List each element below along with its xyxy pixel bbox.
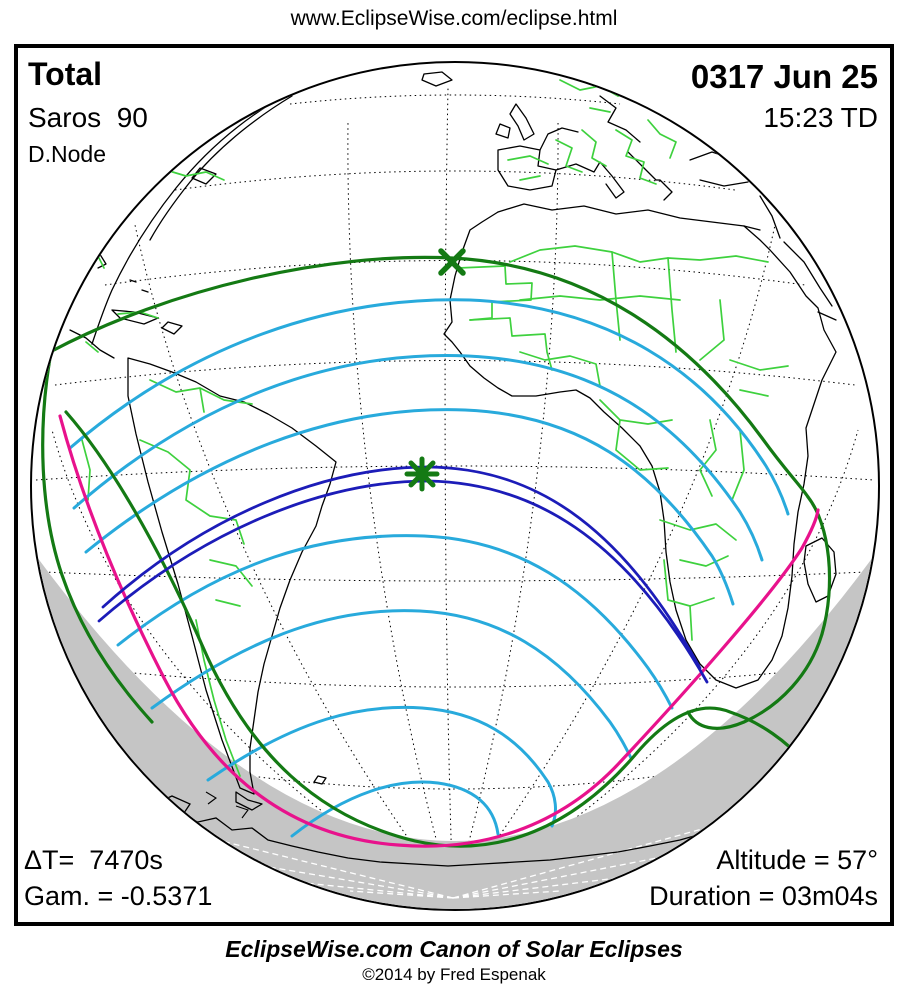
greatest-eclipse-marker	[404, 456, 440, 492]
node-label: D.Node	[28, 141, 106, 167]
gamma-label: Gam. = -0.5371	[24, 881, 213, 911]
magnitude-lines	[68, 298, 790, 838]
eclipse-type-label: Total	[28, 56, 103, 92]
southern-limit-line	[58, 414, 820, 848]
eclipse-time-label: 15:23 TD	[763, 102, 878, 133]
footer-title: EclipseWise.com Canon of Solar Eclipses	[225, 936, 683, 962]
delta-t-label: ΔT= 7470s	[24, 845, 163, 875]
eclipse-date-label: 0317 Jun 25	[690, 58, 878, 95]
contact-point-x-marker	[438, 248, 466, 276]
source-url-label: www.EclipseWise.com/eclipse.html	[290, 7, 618, 30]
footer-copyright: ©2014 by Fred Espenak	[362, 965, 546, 984]
duration-label: Duration = 03m04s	[649, 881, 878, 911]
altitude-label: Altitude = 57°	[716, 845, 878, 875]
saros-label: Saros 90	[28, 102, 148, 133]
